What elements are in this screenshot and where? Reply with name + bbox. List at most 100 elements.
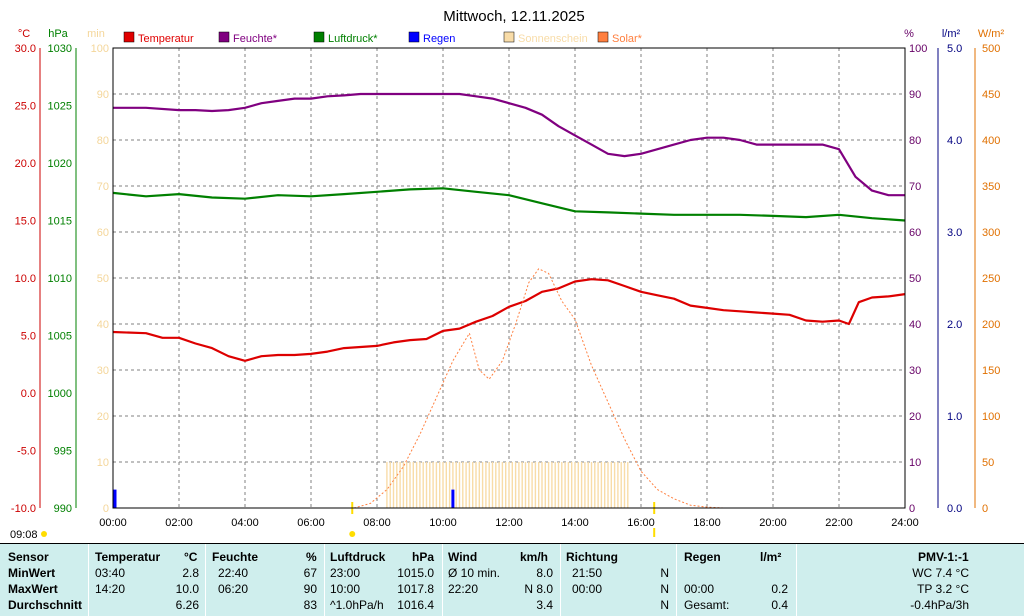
stats-header-hum-unit: % [306,550,317,564]
temp-tick-label: 30.0 [15,43,36,55]
temp-tick-label: 0.0 [21,388,36,400]
hum-unit-label: % [904,28,914,40]
stats-header-sensor: Sensor [8,550,49,564]
rain-tick-label: 4.0 [947,135,962,147]
press-tick-label: 1030 [48,43,72,55]
hum-tick-label: 60 [909,227,921,239]
sun-marker-dot [349,531,356,537]
series-line-feuchte [113,92,905,197]
minutes-tick-label: 30 [97,365,109,377]
stats-pmv: TP 3.2 °C [917,582,969,596]
solar-tick-label: 300 [982,227,1000,239]
temp-tick-label: -10.0 [11,503,36,515]
press-unit-label: hPa [48,28,68,40]
stats-rain-t: Gesamt: [684,598,730,612]
minutes-tick-label: 0 [103,503,109,515]
stats-temp-v: 6.26 [175,598,199,612]
rain-tick-label: 5.0 [947,43,962,55]
stats-dir-t: 00:00 [572,582,603,596]
press-tick-label: 1000 [48,388,72,400]
minutes-tick-label: 80 [97,135,109,147]
legend-label: Feuchte* [233,33,278,45]
rain-bar [113,489,117,508]
stats-header-temp: Temperatur [95,550,161,564]
stats-header-press-unit: hPa [412,550,435,564]
hum-tick-label: 90 [909,89,921,101]
stats-press-v: 1017.8 [397,582,434,596]
stats-header-pmv: PMV-1:-1 [918,550,969,564]
x-tick-label: 22:00 [825,517,853,529]
x-tick-label: 00:00 [99,517,127,529]
stats-header-dir: Richtung [566,550,618,564]
press-tick-label: 990 [54,503,72,515]
hum-tick-label: 10 [909,457,921,469]
stats-label: Durchschnitt [8,598,83,612]
legend-label: Temperatur [138,33,194,45]
x-tick-label: 08:00 [363,517,391,529]
plot-frame [112,47,906,509]
solar-tick-label: 450 [982,89,1000,101]
stats-header-wind: Wind [448,550,478,564]
time-dot [41,531,47,537]
rain-tick-label: 3.0 [947,227,962,239]
stats-header-rain: Regen [684,550,721,564]
rain-tick-label: 0.0 [947,503,962,515]
stats-wind-v: 8.0 [536,566,553,580]
temp-unit-label: °C [18,28,30,40]
stats-header-wind-unit: km/h [520,550,549,564]
weather-chart: Mittwoch, 12.11.2025 °C hPa min % l/m² W… [10,8,1005,541]
legend-swatch [313,31,325,43]
solar-tick-label: 400 [982,135,1000,147]
hum-tick-label: 30 [909,365,921,377]
hum-tick-label: 50 [909,273,921,285]
minutes-tick-label: 50 [97,273,109,285]
legend-swatch [123,31,135,43]
rain-tick-label: 1.0 [947,411,962,423]
x-tick-label: 14:00 [561,517,589,529]
stats-hum-v: 90 [303,582,317,596]
stats-wind-v: 3.4 [536,598,553,612]
legend-swatch [408,31,420,43]
stats-rain-v: 0.4 [771,598,788,612]
stats-pmv: -0.4hPa/3h [910,598,969,612]
stats-dir-v: N [660,598,669,612]
rain-unit-label: l/m² [942,28,961,40]
temp-tick-label: 20.0 [15,158,36,170]
press-tick-label: 1005 [48,331,72,343]
legend-swatch [597,31,609,43]
solar-unit-label: W/m² [978,28,1005,40]
press-tick-label: 1025 [48,101,72,113]
temp-tick-label: -5.0 [17,446,36,458]
minutes-tick-label: 60 [97,227,109,239]
press-tick-label: 995 [54,446,72,458]
stats-press-t: 10:00 [330,582,361,596]
stats-label: MinWert [8,566,56,580]
series-line-luftdruck [112,187,906,222]
x-tick-label: 02:00 [165,517,193,529]
stats-temp-t: 03:40 [95,566,126,580]
solar-tick-label: 350 [982,181,1000,193]
minutes-tick-label: 40 [97,319,109,331]
hum-tick-label: 70 [909,181,921,193]
x-tick-label: 18:00 [693,517,721,529]
legend-label: Solar* [612,33,643,45]
legend-label: Sonnenschein [518,33,588,45]
solar-tick-label: 100 [982,411,1000,423]
minutes-tick-label: 10 [97,457,109,469]
time-label: 09:08 [10,529,38,541]
legend-label: Regen [423,33,455,45]
stats-temp-t: 14:20 [95,582,126,596]
minutes-tick-label: 70 [97,181,109,193]
rain-tick-label: 2.0 [947,319,962,331]
legend-swatch [503,31,515,43]
x-tick-label: 12:00 [495,517,523,529]
stats-header-press: Luftdruck [330,550,386,564]
stats-pmv: WC 7.4 °C [912,566,969,580]
rain-bar [451,489,455,508]
minutes-tick-label: 90 [97,89,109,101]
stats-hum-v: 83 [303,598,317,612]
stats-wind-t: Ø 10 min. [448,566,501,580]
stats-press-v: 1015.0 [397,566,434,580]
hum-tick-label: 0 [909,503,915,515]
hum-tick-label: 100 [909,43,927,55]
